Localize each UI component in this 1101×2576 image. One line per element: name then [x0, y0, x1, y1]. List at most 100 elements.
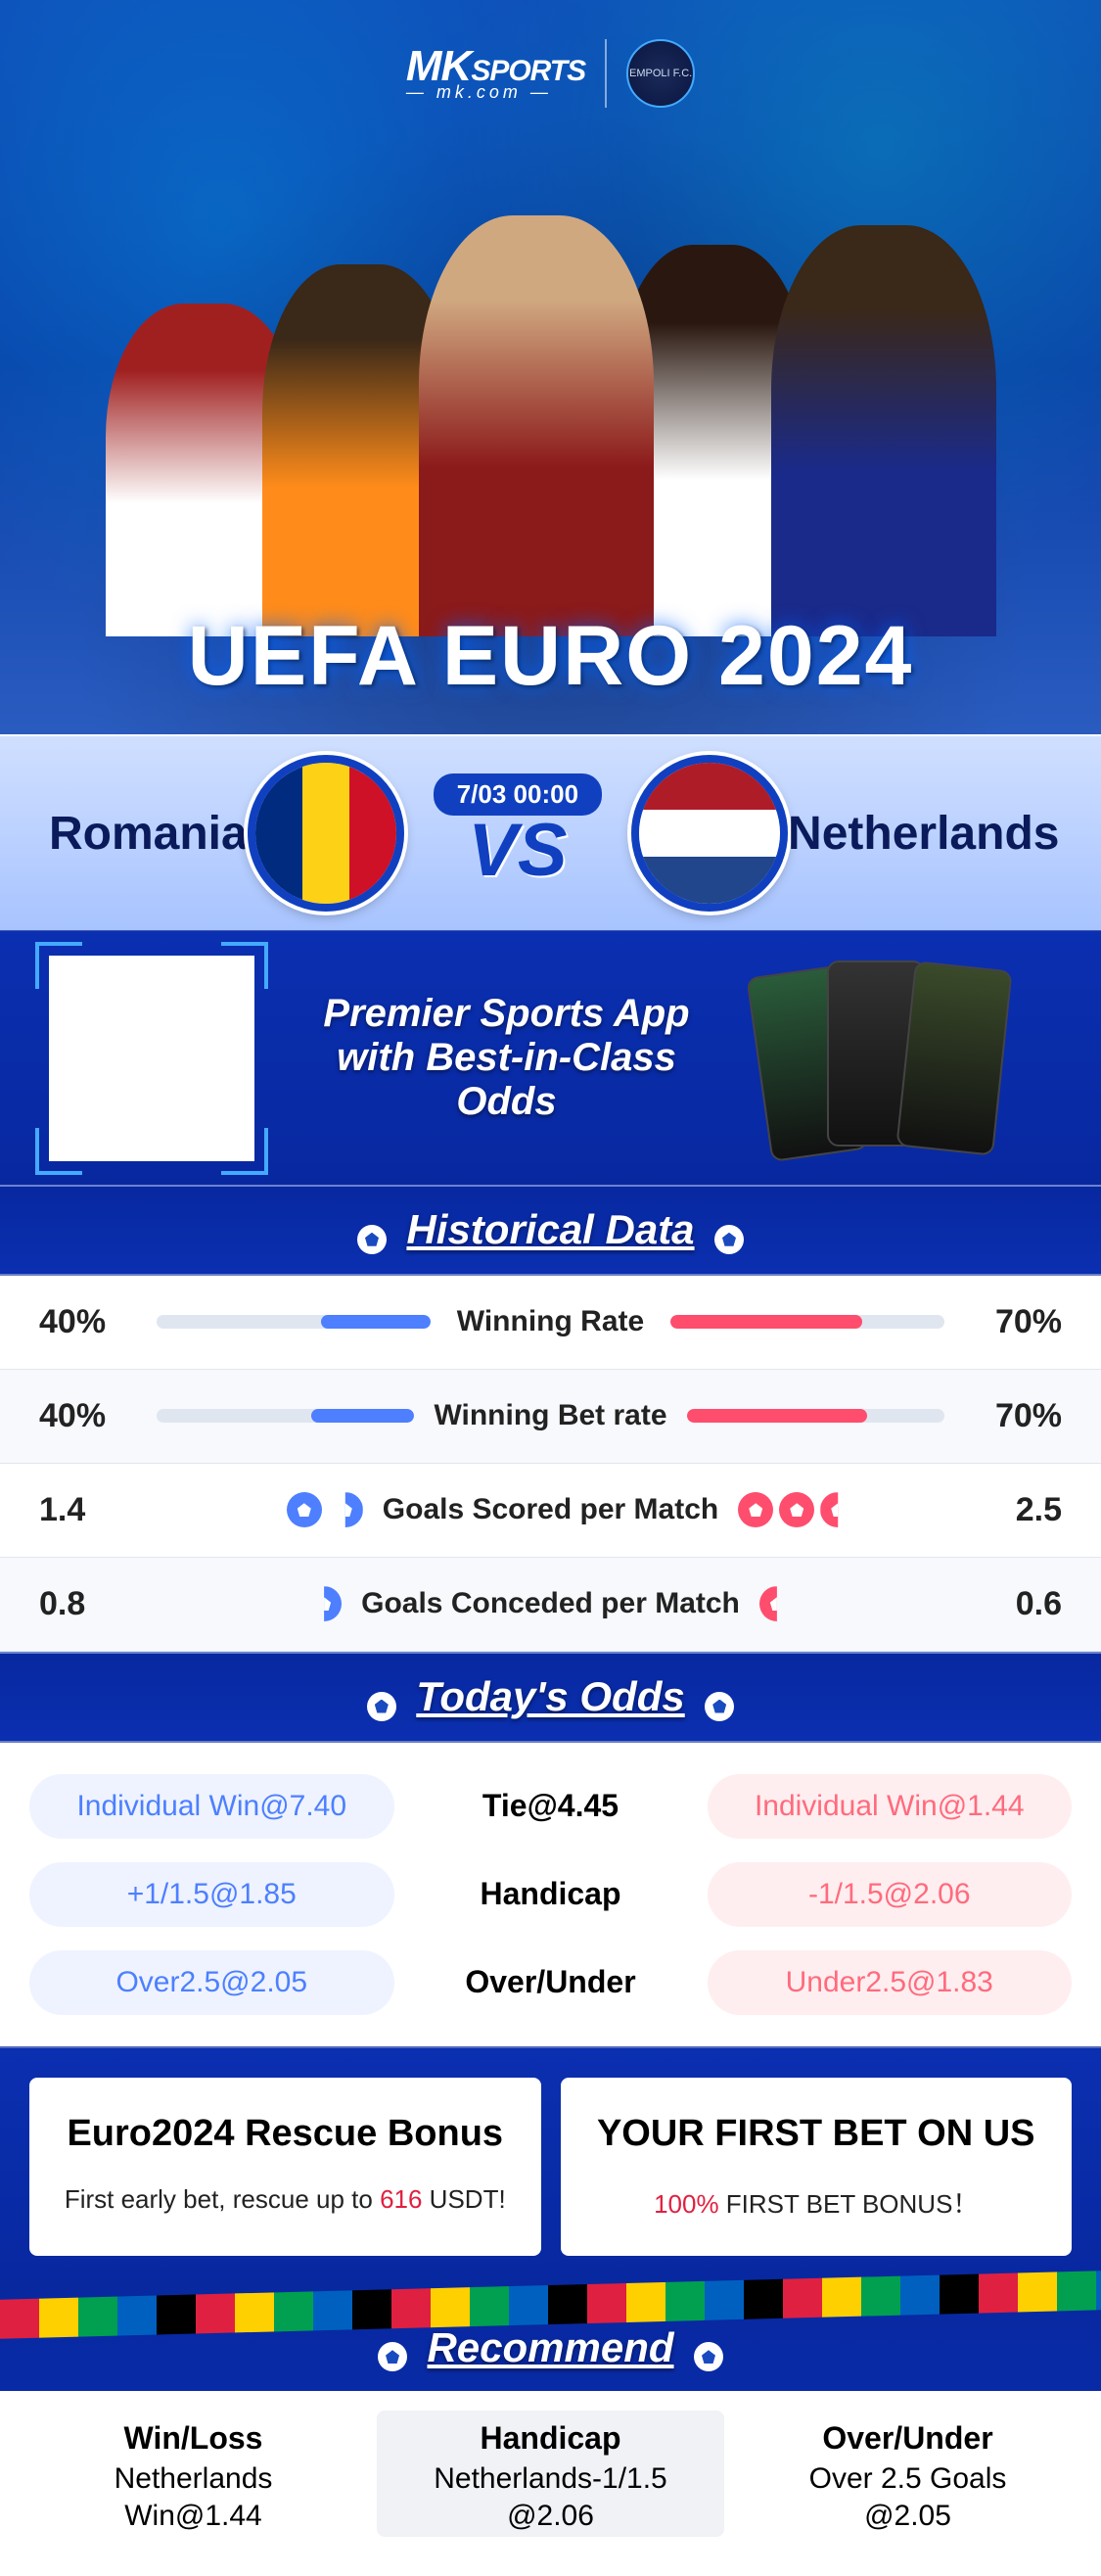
hist-right-val: 70%	[944, 1397, 1062, 1435]
hist-left-val: 40%	[39, 1303, 157, 1341]
bonus-title: Euro2024 Rescue Bonus	[59, 2113, 512, 2155]
balls-left	[157, 1586, 342, 1621]
vs-label: VS	[434, 808, 602, 893]
ball-half-icon	[759, 1586, 795, 1621]
ball-icon	[287, 1492, 322, 1527]
hero-title: UEFA EURO 2024	[0, 608, 1101, 705]
recommend-col[interactable]: Over/Under Over 2.5 Goals @2.05	[734, 2420, 1081, 2537]
odds-mid-label: Tie@4.45	[424, 1788, 678, 1824]
recommend-grid: Win/Loss Netherlands Win@1.44Handicap Ne…	[0, 2391, 1101, 2576]
recommend-col[interactable]: Win/Loss Netherlands Win@1.44	[20, 2420, 367, 2537]
player-graphic	[419, 215, 654, 636]
ball-icon	[714, 1225, 744, 1254]
odds-row: Individual Win@7.40 Tie@4.45 Individual …	[29, 1762, 1072, 1850]
qr-code-placeholder[interactable]	[49, 956, 254, 1161]
ball-icon	[367, 1692, 396, 1721]
odds-left-pill[interactable]: Individual Win@7.40	[29, 1774, 394, 1839]
brand-tagline: — mk.com —	[406, 84, 552, 100]
section-title: Recommend	[427, 2324, 673, 2370]
bonus-card[interactable]: Euro2024 Rescue Bonus First early bet, r…	[29, 2078, 541, 2256]
match-bar: Romania 7/03 00:00 VS Netherlands	[0, 734, 1101, 930]
odds-mid-label: Handicap	[424, 1876, 678, 1912]
bonus-subtitle: 100% FIRST BET BONUS！	[590, 2184, 1043, 2221]
odds-row: +1/1.5@1.85 Handicap -1/1.5@2.06	[29, 1850, 1072, 1939]
bonus-title: YOUR FIRST BET ON US	[590, 2113, 1043, 2155]
brand-logo: MKSPORTS — mk.com —	[406, 47, 585, 100]
odds-mid-label: Over/Under	[424, 1964, 678, 2000]
bar-left	[157, 1409, 414, 1423]
section-header-historical: Historical Data	[0, 1185, 1101, 1276]
team-a-name: Romania	[49, 807, 248, 861]
hist-left-val: 0.8	[39, 1585, 157, 1623]
bar-right	[670, 1315, 944, 1329]
section-header-odds: Today's Odds	[0, 1652, 1101, 1743]
hist-left-val: 1.4	[39, 1491, 157, 1529]
promo-line2: with Best-in-Class Odds	[294, 1036, 719, 1124]
rec-title: Win/Loss	[20, 2420, 367, 2457]
club-crest: EMPOLI F.C.	[626, 39, 695, 108]
rec-value2: Win@1.44	[20, 2500, 367, 2533]
promo-text: Premier Sports App with Best-in-Class Od…	[294, 992, 719, 1124]
odds-right-pill[interactable]: Under2.5@1.83	[708, 1950, 1073, 2015]
player-graphic	[771, 225, 996, 636]
ball-icon	[378, 2342, 407, 2371]
rec-value1: Netherlands-1/1.5	[377, 2462, 724, 2496]
balls-right	[738, 1492, 944, 1527]
odds-row: Over2.5@2.05 Over/Under Under2.5@1.83	[29, 1939, 1072, 2027]
rec-title: Handicap	[377, 2420, 724, 2457]
odds-left-pill[interactable]: Over2.5@2.05	[29, 1950, 394, 2015]
promo-line1: Premier Sports App	[294, 992, 719, 1036]
balls-right	[759, 1586, 944, 1621]
hist-row: 1.4 Goals Scored per Match 2.5	[0, 1464, 1101, 1558]
ball-half-icon	[820, 1492, 855, 1527]
hist-right-val: 70%	[944, 1303, 1062, 1341]
section-title: Historical Data	[406, 1206, 694, 1252]
flag-netherlands	[631, 755, 788, 912]
bonus-subtitle: First early bet, rescue up to 616 USDT!	[59, 2184, 512, 2215]
hero-banner: MKSPORTS — mk.com — EMPOLI F.C. UEFA EUR…	[0, 0, 1101, 734]
ball-icon	[738, 1492, 773, 1527]
rec-value1: Netherlands	[20, 2462, 367, 2496]
hist-label: Winning Rate	[457, 1305, 644, 1338]
ball-half-icon	[306, 1586, 342, 1621]
odds-right-pill[interactable]: Individual Win@1.44	[708, 1774, 1073, 1839]
ball-icon	[357, 1225, 387, 1254]
historical-table: 40% Winning Rate 70%40% Winning Bet rate…	[0, 1276, 1101, 1652]
players-graphic	[0, 215, 1101, 636]
hist-left-val: 40%	[39, 1397, 157, 1435]
bonus-card[interactable]: YOUR FIRST BET ON US 100% FIRST BET BONU…	[561, 2078, 1073, 2256]
hist-label: Winning Bet rate	[434, 1399, 666, 1432]
hist-row: 0.8 Goals Conceded per Match 0.6	[0, 1558, 1101, 1652]
logo-row: MKSPORTS — mk.com — EMPOLI F.C.	[406, 39, 695, 108]
app-screenshots	[758, 960, 1052, 1156]
promo-strip: Premier Sports App with Best-in-Class Od…	[0, 930, 1101, 1185]
crest-text: EMPOLI F.C.	[629, 68, 692, 79]
recommend-section: Recommend Win/Loss Netherlands Win@1.44H…	[0, 2285, 1101, 2576]
ball-icon	[779, 1492, 814, 1527]
hist-right-val: 2.5	[944, 1491, 1062, 1529]
ball-icon	[694, 2342, 723, 2371]
bonus-cards: Euro2024 Rescue Bonus First early bet, r…	[0, 2046, 1101, 2285]
section-title: Today's Odds	[416, 1673, 684, 1719]
balls-left	[157, 1492, 363, 1527]
flag-romania	[248, 755, 404, 912]
rec-title: Over/Under	[734, 2420, 1081, 2457]
bar-right	[687, 1409, 944, 1423]
phone-graphic	[895, 960, 1012, 1155]
odds-left-pill[interactable]: +1/1.5@1.85	[29, 1862, 394, 1927]
rec-value1: Over 2.5 Goals	[734, 2462, 1081, 2496]
hist-label: Goals Scored per Match	[383, 1493, 718, 1526]
hist-label: Goals Conceded per Match	[361, 1587, 740, 1620]
odds-grid: Individual Win@7.40 Tie@4.45 Individual …	[0, 1743, 1101, 2046]
hist-row: 40% Winning Rate 70%	[0, 1276, 1101, 1370]
bar-left	[157, 1315, 431, 1329]
recommend-col[interactable]: Handicap Netherlands-1/1.5 @2.06	[377, 2411, 724, 2537]
hist-right-val: 0.6	[944, 1585, 1062, 1623]
rec-value2: @2.06	[377, 2500, 724, 2533]
hist-row: 40% Winning Bet rate 70%	[0, 1370, 1101, 1464]
odds-right-pill[interactable]: -1/1.5@2.06	[708, 1862, 1073, 1927]
ball-icon	[705, 1692, 734, 1721]
divider	[605, 39, 607, 108]
vs-block: 7/03 00:00 VS	[434, 773, 602, 893]
rec-value2: @2.05	[734, 2500, 1081, 2533]
